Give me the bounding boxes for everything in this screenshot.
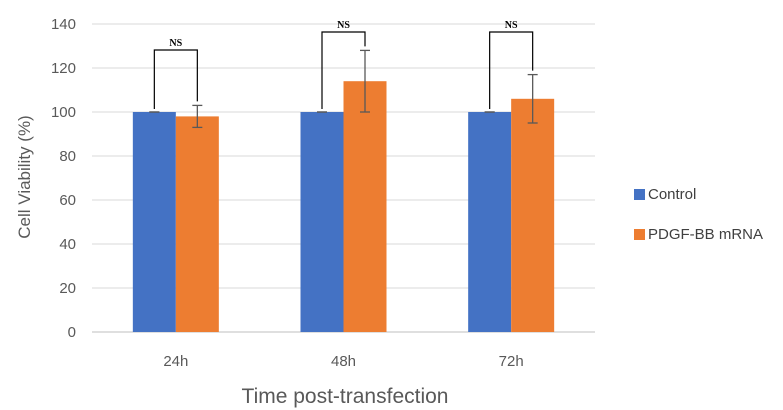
bar-pdgf-bb-mrna-24h — [175, 116, 219, 333]
y-tick-label: 140 — [51, 16, 76, 33]
significance-label: NS — [337, 20, 350, 31]
legend-swatch — [634, 189, 645, 200]
x-tick-label: 72h — [499, 353, 524, 370]
error-bars — [149, 49, 538, 129]
significance-label: NS — [169, 38, 182, 49]
legend-label: Control — [648, 186, 696, 203]
legend: Control PDGF-BB mRNA — [634, 186, 763, 243]
significance-label: NS — [505, 20, 518, 31]
x-tick-labels: 24h 48h 72h — [163, 353, 523, 370]
x-tick-label: 24h — [163, 353, 188, 370]
bar-pdgf-bb-mrna-72h — [511, 98, 555, 332]
y-tick-label: 0 — [68, 324, 76, 341]
x-axis-title: Time post-transfection — [242, 385, 449, 408]
bars — [132, 81, 555, 333]
y-tick-label: 80 — [59, 148, 76, 165]
x-tick-label: 48h — [331, 353, 356, 370]
y-tick-label: 60 — [59, 192, 76, 209]
significance-bracket — [153, 49, 198, 109]
y-tick-label: 100 — [51, 104, 76, 121]
significance-bracket — [321, 31, 366, 109]
y-tick-labels: 0 20 40 60 80 100 120 140 — [51, 16, 76, 341]
y-tick-label: 20 — [59, 280, 76, 297]
y-tick-label: 40 — [59, 236, 76, 253]
bar-control-48h — [300, 112, 344, 332]
bar-control-72h — [468, 112, 512, 332]
legend-swatch — [634, 229, 645, 240]
y-tick-label: 120 — [51, 60, 76, 77]
significance-bracket — [489, 31, 534, 109]
bar-control-24h — [132, 112, 176, 332]
bar-pdgf-bb-mrna-48h — [343, 81, 387, 332]
y-axis-title: Cell Viability (%) — [15, 115, 34, 238]
legend-label: PDGF-BB mRNA — [648, 226, 763, 243]
significance-brackets: NS NS NS — [153, 20, 534, 109]
